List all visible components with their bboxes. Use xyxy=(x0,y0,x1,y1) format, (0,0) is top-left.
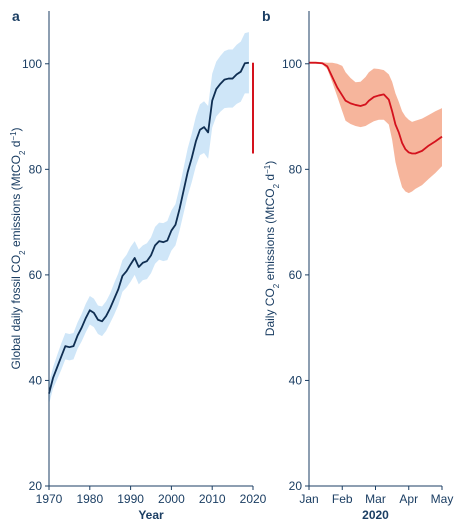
y-tick-label: 60 xyxy=(29,268,43,282)
y-tick-label: 20 xyxy=(289,479,303,493)
ylabel-subscript: 2 xyxy=(18,250,27,255)
panel-b-uncertainty-band xyxy=(309,61,442,194)
x-tick-label: 1980 xyxy=(76,492,103,506)
panel-a-emissions-line xyxy=(48,61,250,394)
y-tick-label: 80 xyxy=(289,162,303,176)
x-tick-label: Apr xyxy=(399,492,418,506)
y-tick-label: 40 xyxy=(289,373,303,387)
x-tick-label: Jan xyxy=(299,492,318,506)
panel-b-emissions-line xyxy=(309,61,443,155)
x-tick-label: 2020 xyxy=(240,492,267,506)
ylabel-part: ) xyxy=(9,127,23,131)
ylabel-part: Daily CO xyxy=(263,288,277,336)
y-tick-label: 60 xyxy=(289,268,303,282)
panel-b-y-ticks: 20 40 60 80 100 xyxy=(282,57,309,493)
ylabel-subscript: 2 xyxy=(272,283,281,288)
panel-b-x-axis-title: 2020 xyxy=(362,508,389,522)
y-tick-label: 20 xyxy=(29,479,43,493)
panel-a-y-ticks: 20 40 60 80 100 xyxy=(22,57,49,493)
ylabel-part: ) xyxy=(263,161,277,165)
panel-a-uncertainty-band xyxy=(49,32,249,405)
ylabel-part: emissions (MtCO xyxy=(263,188,277,283)
y-tick-label: 100 xyxy=(22,57,42,71)
ylabel-part: Global daily fossil CO xyxy=(9,255,23,370)
panel-a-x-ticks: 1970 1980 1990 2000 2010 2020 xyxy=(36,486,267,506)
y-tick-label: 80 xyxy=(29,162,43,176)
ylabel-superscript: −1 xyxy=(9,131,18,141)
panel-b-x-ticks: Jan Feb Mar Apr May xyxy=(299,486,453,506)
x-tick-label: 2010 xyxy=(199,492,226,506)
panel-a-y-axis-title: Global daily fossil CO2 emissions (MtCO2… xyxy=(9,127,27,369)
x-tick-label: 2000 xyxy=(158,492,185,506)
panel-a: a 20 40 60 80 100 1970 1980 1990 2000 2010 2020 Y… xyxy=(9,8,267,522)
x-tick-label: Mar xyxy=(365,492,386,506)
x-tick-label: 1990 xyxy=(117,492,144,506)
x-tick-label: May xyxy=(431,492,454,506)
panel-b-y-axis-title: Daily CO2 emissions (MtCO2 d−1) xyxy=(263,161,281,336)
panel-b-label: b xyxy=(262,8,271,24)
ylabel-subscript: 2 xyxy=(18,150,27,155)
x-tick-label: Feb xyxy=(332,492,353,506)
panel-b: b 20 40 60 80 100 Jan Feb Mar Apr May 2020 Daily… xyxy=(262,8,453,522)
panel-a-x-axis-title: Year xyxy=(138,508,164,522)
ylabel-part: emissions (MtCO xyxy=(9,155,23,250)
ylabel-part: d xyxy=(263,174,277,184)
y-tick-label: 100 xyxy=(282,57,302,71)
ylabel-part: d xyxy=(9,141,23,151)
panel-a-label: a xyxy=(12,8,20,24)
y-tick-label: 40 xyxy=(29,373,43,387)
ylabel-superscript: −1 xyxy=(263,164,272,174)
ylabel-subscript: 2 xyxy=(272,183,281,188)
x-tick-label: 1970 xyxy=(36,492,63,506)
